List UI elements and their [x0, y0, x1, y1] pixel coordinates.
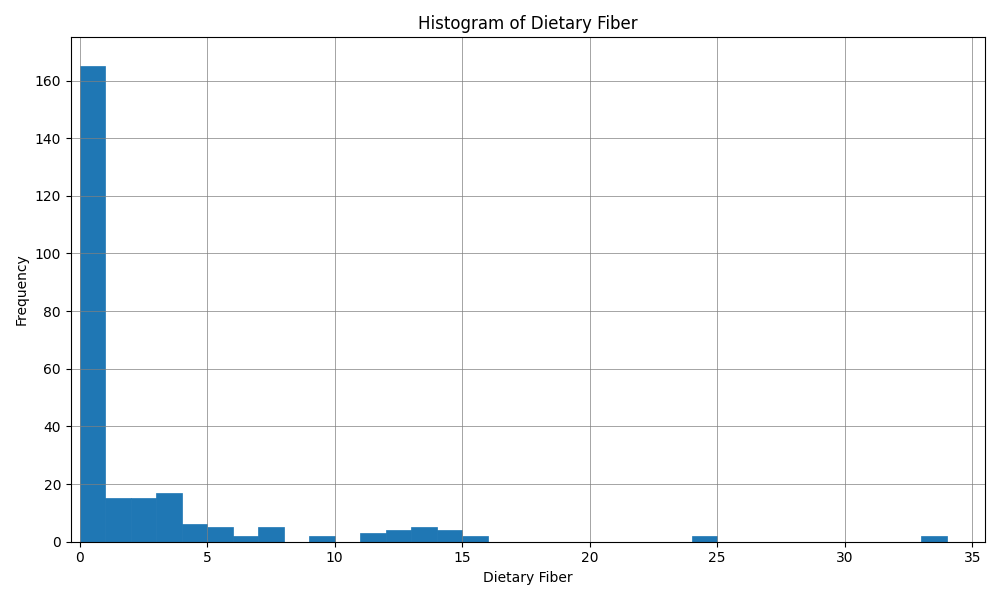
Bar	[105, 499, 131, 542]
Bar	[207, 527, 233, 542]
Bar	[692, 536, 717, 542]
Bar	[437, 530, 462, 542]
Bar	[386, 530, 411, 542]
Bar	[462, 536, 488, 542]
Bar	[921, 536, 947, 542]
Bar	[156, 493, 182, 542]
Bar	[80, 66, 105, 542]
Bar	[131, 499, 156, 542]
Bar	[182, 524, 207, 542]
Y-axis label: Frequency: Frequency	[15, 254, 29, 325]
Title: Histogram of Dietary Fiber: Histogram of Dietary Fiber	[418, 15, 638, 33]
Bar	[411, 527, 437, 542]
Bar	[360, 533, 386, 542]
Bar	[309, 536, 335, 542]
Bar	[258, 527, 284, 542]
Bar	[233, 536, 258, 542]
X-axis label: Dietary Fiber: Dietary Fiber	[483, 571, 573, 585]
